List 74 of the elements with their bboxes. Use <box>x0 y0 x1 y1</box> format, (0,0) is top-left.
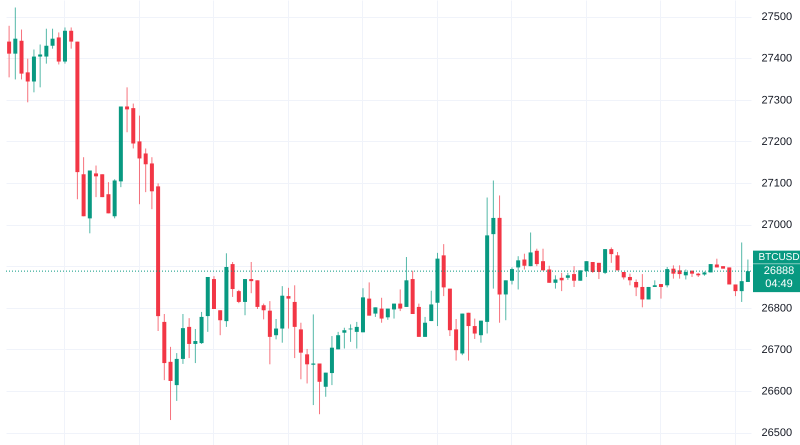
candlestick <box>298 322 303 380</box>
candlestick <box>528 232 533 267</box>
candlestick <box>243 278 248 316</box>
y-tick-label: 27500 <box>762 11 792 24</box>
candlestick <box>640 274 644 308</box>
candlestick <box>168 346 173 421</box>
candlestick <box>429 290 434 322</box>
candlestick <box>423 316 428 338</box>
candlestick <box>658 284 663 300</box>
candlestick <box>596 262 601 280</box>
candlestick <box>336 331 340 350</box>
candlestick <box>590 262 595 274</box>
text: 26888 <box>764 265 794 278</box>
candlestick <box>286 287 290 330</box>
candlestick <box>522 253 526 270</box>
candlestick <box>727 266 732 285</box>
candlestick <box>38 44 42 88</box>
candlestick <box>44 28 48 64</box>
candlestick <box>472 318 477 340</box>
candlestick <box>466 312 471 362</box>
candlestick <box>125 86 130 133</box>
candlestick <box>318 362 322 415</box>
y-tick-label: 27000 <box>762 219 792 232</box>
y-tick-label: 26600 <box>762 385 792 398</box>
y-tick-label: 26700 <box>762 344 792 356</box>
candlestick <box>305 348 310 384</box>
candlestick <box>249 262 254 294</box>
candlestick <box>646 286 651 300</box>
candlestick <box>386 308 390 320</box>
candlestick <box>262 303 266 320</box>
candlestick <box>534 248 539 267</box>
candlestick <box>69 26 74 50</box>
candlestick <box>236 289 241 304</box>
candlestick <box>609 246 614 264</box>
candlestick <box>137 115 142 205</box>
candlestick <box>348 324 353 342</box>
candlestick <box>541 248 546 271</box>
candlestick <box>367 282 372 316</box>
candlestick <box>354 321 359 350</box>
candlestick <box>7 25 12 78</box>
y-tick-label: 27200 <box>762 136 792 148</box>
candlestick <box>634 278 638 297</box>
ref-line-label: BTCUSD <box>758 252 800 264</box>
y-tick-label: 26800 <box>762 302 792 314</box>
y-tick-label: 26500 <box>762 427 792 440</box>
y-tick-label: 27100 <box>762 177 792 190</box>
candlestick <box>94 165 98 198</box>
candlestick <box>26 58 30 103</box>
y-tick-label: 27300 <box>762 94 792 106</box>
candlestick <box>218 310 222 336</box>
candlestick <box>398 288 402 312</box>
candlestick <box>478 320 483 344</box>
candlestick <box>380 297 384 324</box>
candlestick <box>547 265 552 284</box>
candlestick <box>324 372 328 398</box>
candlestick <box>342 327 346 350</box>
candlestick <box>628 273 632 286</box>
text: 04:49 <box>765 278 793 290</box>
candlestick <box>392 303 396 320</box>
y-tick-label: 27400 <box>762 52 792 65</box>
candlestick <box>50 28 55 50</box>
candlestick <box>671 264 676 280</box>
candlestick <box>454 318 458 362</box>
candlestick <box>144 148 148 193</box>
candlestick <box>187 318 192 359</box>
candlestick <box>616 252 620 271</box>
candlestick <box>572 266 576 288</box>
candlestick <box>106 182 110 214</box>
candlestick <box>13 6 18 80</box>
candlestick <box>504 280 508 321</box>
candlestick <box>193 328 198 364</box>
candlestick <box>274 318 278 340</box>
candlestick <box>560 272 564 292</box>
candlestick <box>553 274 558 290</box>
